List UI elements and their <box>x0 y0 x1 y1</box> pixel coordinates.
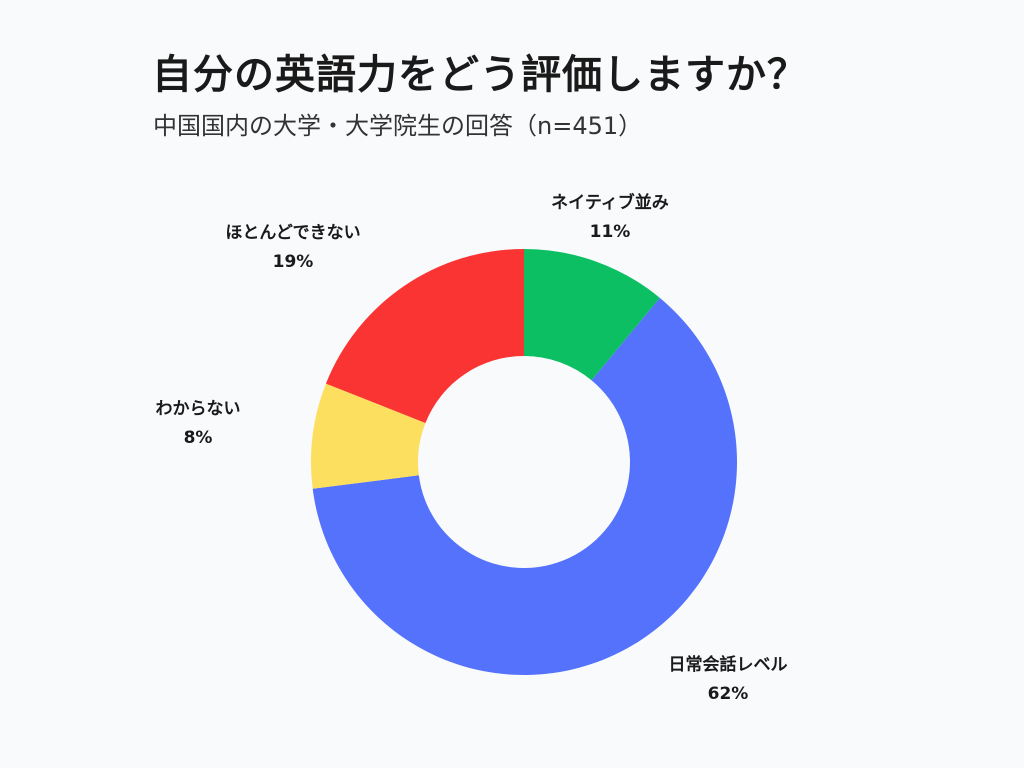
slice-value-label-0: 11% <box>590 222 631 242</box>
slice-label-2: わからない <box>156 399 241 419</box>
slice-label-1: 日常会話レベル <box>669 654 788 675</box>
chart-title: 自分の英語力をどう評価しますか？ <box>152 52 808 98</box>
donut-slice-2 <box>311 383 426 489</box>
slice-value-label-1: 62% <box>708 684 749 704</box>
chart-subtitle: 中国国内の大学・大学院生の回答（n=451） <box>153 112 643 140</box>
slice-value-label-2: 8% <box>184 428 213 448</box>
slice-value-label-3: 19% <box>273 252 314 272</box>
slice-label-0: ネイティブ並み <box>551 192 669 213</box>
donut-slice-3 <box>325 249 524 423</box>
donut-slice-1 <box>312 297 737 675</box>
slice-label-3: ほとんどできない <box>225 223 360 243</box>
donut-slice-0 <box>524 249 660 381</box>
